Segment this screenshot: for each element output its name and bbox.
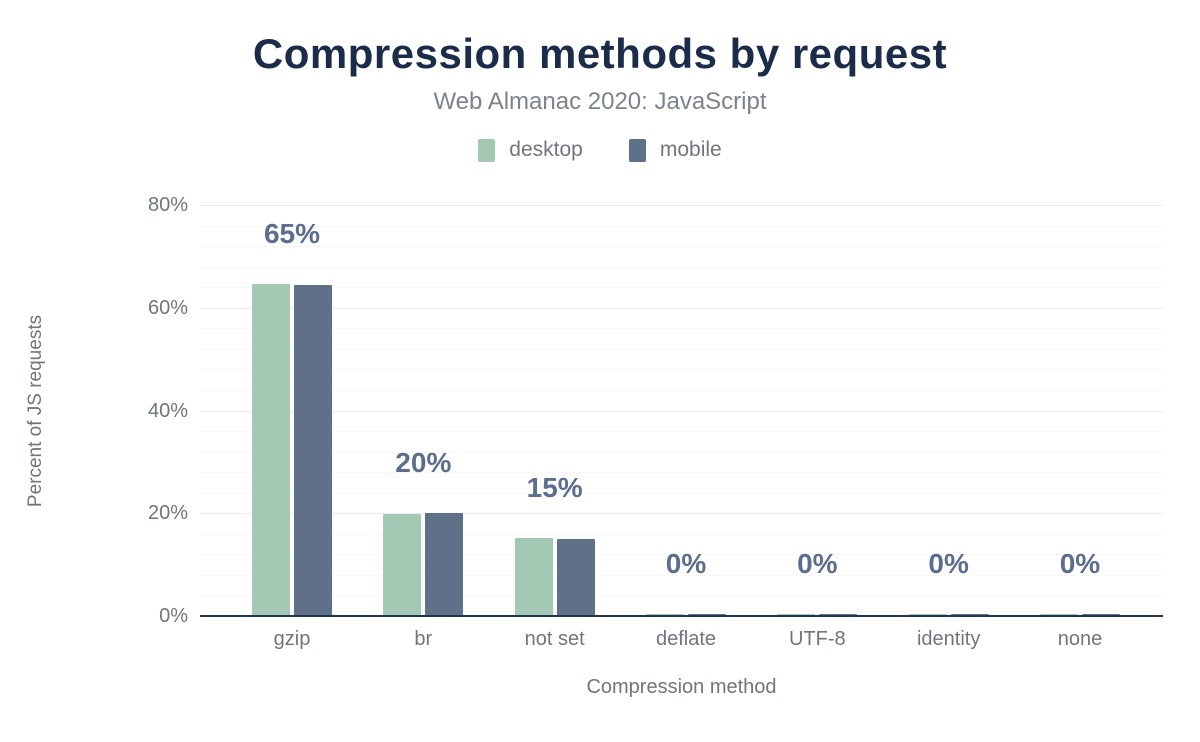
- chart-legend: desktop mobile: [0, 138, 1200, 162]
- minor-gridline: [200, 389, 1163, 391]
- data-label-deflate: 0%: [665, 548, 707, 579]
- bar-mobile-br[interactable]: [425, 513, 464, 616]
- minor-gridline: [200, 451, 1163, 453]
- data-label-gzip: 65%: [263, 218, 321, 250]
- plot-area: 65% 20% 15% 0% 0% 0% 0% gzip br not set deflate UTF…: [200, 205, 1163, 650]
- minor-gridline: [200, 246, 1163, 248]
- y-tick-label-40: 40%: [147, 399, 188, 422]
- legend-item-desktop: desktop: [478, 138, 583, 162]
- bar-desktop-br[interactable]: [383, 513, 422, 616]
- minor-gridline: [200, 472, 1163, 474]
- chart-title: Compression methods by request: [252, 30, 948, 77]
- data-label-UTF-8: 0%: [797, 548, 838, 579]
- data-label-br: 20%: [395, 447, 452, 479]
- minor-gridline: [200, 225, 1163, 227]
- minor-gridline: [200, 348, 1163, 350]
- bar-desktop-gzip[interactable]: [252, 284, 290, 616]
- x-tick-label-UTF-8: UTF-8: [788, 628, 846, 650]
- y-axis: 0% 20% 40% 60% 80%: [0, 194, 188, 627]
- x-tick-label-gzip: gzip: [273, 628, 311, 650]
- minor-gridline: [200, 533, 1163, 535]
- x-tick-label-br: br: [414, 628, 433, 650]
- x-axis-line: [200, 615, 1163, 617]
- x-tick-label-not-set: not set: [524, 628, 585, 650]
- y-tick-label-20: 20%: [147, 502, 188, 525]
- minor-gridline: [200, 554, 1163, 556]
- legend-swatch-mobile: [628, 138, 646, 162]
- x-tick-label-none: none: [1057, 628, 1103, 650]
- y-tick-label-0: 0%: [159, 605, 188, 627]
- minor-gridline: [200, 287, 1163, 289]
- bar-mobile-gzip[interactable]: [294, 285, 332, 616]
- major-gridline: [200, 205, 1163, 206]
- y-tick-label-60: 60%: [147, 296, 188, 319]
- data-label-identity: 0%: [928, 548, 969, 579]
- x-axis-title: Compression method: [586, 676, 777, 698]
- x-tick-label-identity: identity: [916, 628, 981, 650]
- major-gridline: [200, 307, 1163, 309]
- legend-label-mobile: mobile: [659, 138, 722, 161]
- bar-desktop-not-set[interactable]: [514, 538, 553, 616]
- data-label-not-set: 15%: [526, 472, 583, 504]
- minor-gridline: [200, 328, 1163, 330]
- x-tick-label-deflate: deflate: [655, 628, 717, 650]
- major-gridline: [200, 410, 1163, 412]
- minor-gridline: [200, 574, 1163, 576]
- y-tick-label-80: 80%: [147, 194, 188, 216]
- legend-swatch-desktop: [478, 138, 496, 162]
- minor-gridline: [200, 369, 1163, 371]
- minor-gridline: [200, 595, 1163, 597]
- minor-gridline: [200, 431, 1163, 433]
- legend-label-desktop: desktop: [509, 138, 583, 161]
- bar-mobile-not-set[interactable]: [556, 538, 595, 616]
- major-gridline: [200, 513, 1163, 515]
- minor-gridline: [200, 492, 1163, 494]
- data-label-none: 0%: [1059, 548, 1101, 579]
- legend-item-mobile: mobile: [628, 138, 722, 162]
- chart-subtitle: Web Almanac 2020: JavaScript: [433, 88, 767, 115]
- minor-gridline: [200, 266, 1163, 268]
